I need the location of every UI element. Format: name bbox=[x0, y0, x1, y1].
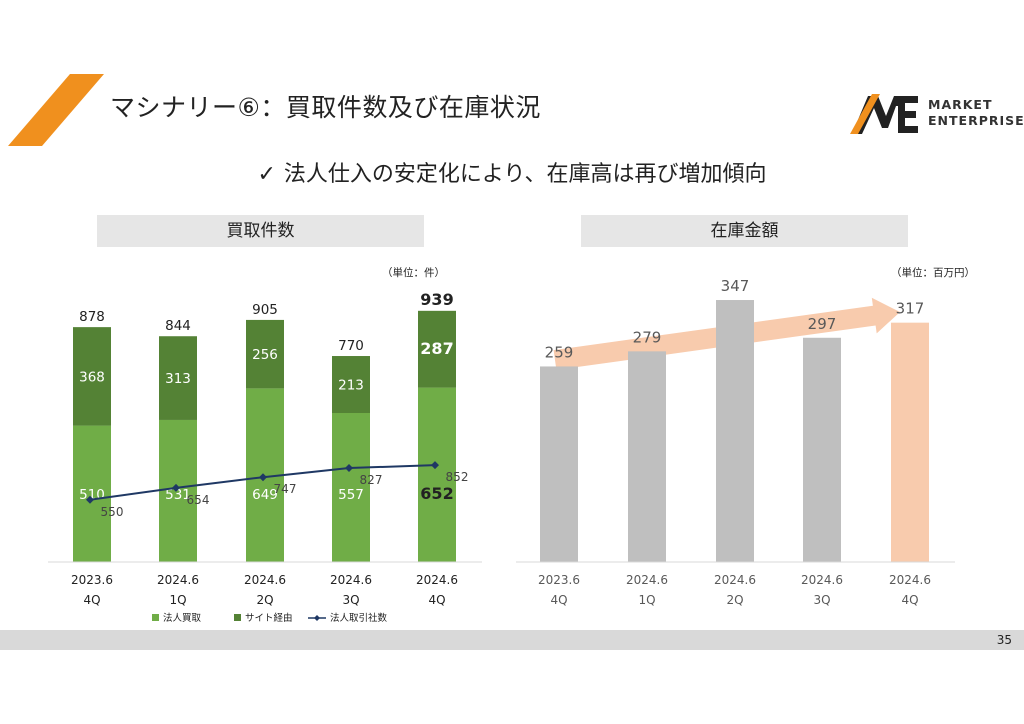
legend-label-houjin-torihiki-shasu: 法人取引社数 bbox=[330, 612, 388, 624]
x-tick-label: 1Q bbox=[169, 593, 186, 607]
x-tick-label: 2024.6 bbox=[244, 573, 286, 587]
line-point-marker bbox=[86, 495, 94, 504]
line-point-marker bbox=[172, 483, 180, 492]
line-value-label: 852 bbox=[446, 470, 469, 484]
x-tick-label: 2024.6 bbox=[416, 573, 458, 587]
x-tick-label: 1Q bbox=[638, 593, 655, 607]
x-tick-label: 4Q bbox=[550, 593, 567, 607]
bar-total-label: 905 bbox=[252, 302, 278, 318]
bar-site-keiyu bbox=[418, 310, 456, 388]
line-value-label: 747 bbox=[274, 482, 297, 496]
bar-label-site-keiyu: 256 bbox=[252, 347, 278, 363]
x-tick-label: 2024.6 bbox=[889, 573, 931, 587]
bar-houjin-kaitori bbox=[332, 413, 370, 562]
bar-label-site-keiyu: 313 bbox=[165, 371, 191, 387]
line-value-label: 827 bbox=[360, 473, 383, 487]
line-point-marker bbox=[345, 464, 353, 473]
legend-swatch-site-keiyu bbox=[234, 614, 241, 621]
line-point-marker bbox=[259, 473, 267, 482]
bar-total-label: 844 bbox=[165, 318, 191, 334]
x-tick-label: 2Q bbox=[726, 593, 743, 607]
check-icon: ✓ bbox=[257, 162, 276, 187]
footer-bar bbox=[0, 630, 1024, 650]
bar-houjin-kaitori bbox=[418, 387, 456, 562]
x-tick-label: 4Q bbox=[901, 593, 918, 607]
bar-label-houjin-kaitori: 557 bbox=[338, 487, 364, 503]
legend-label-houjin-kaitori: 法人買取 bbox=[163, 612, 202, 624]
bar-label-inventory-amount: 317 bbox=[896, 300, 925, 318]
purchase-count-header: 買取件数 bbox=[97, 215, 424, 247]
logo-line-2: ENTERPRISE bbox=[928, 113, 1024, 128]
accent-slash-graphic bbox=[8, 74, 104, 146]
bar-label-site-keiyu: 368 bbox=[79, 369, 105, 385]
line-point-marker bbox=[431, 461, 439, 470]
logo-line-1: MARKET bbox=[928, 97, 993, 112]
x-tick-label: 2024.6 bbox=[626, 573, 668, 587]
charts-canvas: （単位：件）5103688782023.64Q5313138442024.61Q… bbox=[48, 266, 975, 624]
left-unit-label: （単位：件） bbox=[382, 266, 445, 279]
bar-site-keiyu bbox=[159, 336, 197, 420]
key-message-text: 法人仕入の安定化により、在庫高は再び増加傾向 bbox=[283, 162, 767, 187]
bar-label-inventory-amount: 259 bbox=[545, 343, 574, 361]
line-value-label: 550 bbox=[101, 505, 124, 519]
bar-total-label: 878 bbox=[79, 309, 105, 325]
x-tick-label: 2023.6 bbox=[538, 573, 580, 587]
x-tick-label: 2023.6 bbox=[71, 573, 113, 587]
bar-label-houjin-kaitori: 531 bbox=[165, 487, 191, 503]
line-value-label: 654 bbox=[187, 493, 210, 507]
bar-inventory-amount bbox=[803, 337, 841, 562]
bar-inventory-amount bbox=[540, 366, 578, 562]
legend-swatch-marker bbox=[314, 615, 320, 621]
bar-label-site-keiyu: 213 bbox=[338, 378, 364, 394]
x-tick-label: 2024.6 bbox=[801, 573, 843, 587]
logo-wordmark: MARKET ENTERPRISE bbox=[928, 97, 1024, 129]
bar-inventory-amount bbox=[628, 351, 666, 562]
bar-site-keiyu bbox=[332, 356, 370, 414]
inventory-amount-header: 在庫金額 bbox=[581, 215, 908, 247]
page-title: マシナリー⑥：買取件数及び在庫状況 bbox=[110, 93, 541, 122]
bar-label-inventory-amount: 279 bbox=[633, 328, 662, 346]
right-unit-label: （単位：百万円） bbox=[891, 266, 975, 279]
bar-label-houjin-kaitori: 652 bbox=[420, 484, 453, 503]
bar-total-label: 770 bbox=[338, 338, 364, 354]
bar-label-site-keiyu: 287 bbox=[420, 339, 453, 358]
bar-houjin-kaitori bbox=[159, 419, 197, 562]
x-tick-label: 4Q bbox=[83, 593, 100, 607]
market-enterprise-logo bbox=[850, 94, 918, 134]
legend-swatch-houjin-kaitori bbox=[152, 614, 159, 621]
x-tick-label: 2Q bbox=[256, 593, 273, 607]
legend-label-site-keiyu: サイト経由 bbox=[245, 612, 293, 624]
bar-inventory-amount bbox=[891, 322, 929, 562]
bar-site-keiyu bbox=[246, 319, 284, 389]
bar-houjin-kaitori bbox=[73, 425, 111, 562]
bar-label-inventory-amount: 347 bbox=[721, 277, 750, 295]
bar-label-houjin-kaitori: 649 bbox=[252, 487, 278, 503]
x-tick-label: 2024.6 bbox=[157, 573, 199, 587]
bar-label-inventory-amount: 297 bbox=[808, 315, 837, 333]
page-number: 35 bbox=[996, 633, 1012, 647]
x-tick-label: 4Q bbox=[428, 593, 445, 607]
bar-site-keiyu bbox=[73, 327, 111, 426]
x-tick-label: 2024.6 bbox=[714, 573, 756, 587]
key-message: ✓ 法人仕入の安定化により、在庫高は再び増加傾向 bbox=[0, 156, 1024, 188]
x-tick-label: 2024.6 bbox=[330, 573, 372, 587]
x-tick-label: 3Q bbox=[813, 593, 830, 607]
x-tick-label: 3Q bbox=[342, 593, 359, 607]
bar-total-label: 939 bbox=[420, 290, 453, 309]
bar-inventory-amount bbox=[716, 300, 754, 562]
